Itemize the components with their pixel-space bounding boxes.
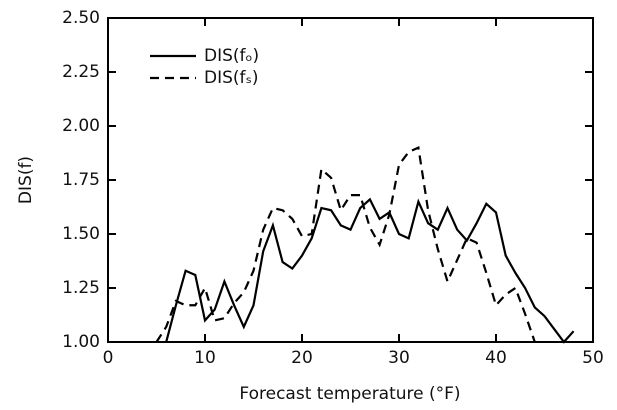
y-tick-label: 2.00	[62, 116, 100, 136]
y-tick-label: 1.00	[62, 332, 100, 352]
x-tick-label: 0	[103, 348, 114, 368]
y-tick-label: 1.75	[62, 170, 100, 190]
x-tick-label: 40	[485, 348, 507, 368]
y-tick-label: 2.50	[62, 8, 100, 28]
x-tick-label: 30	[388, 348, 410, 368]
x-tick-label: 10	[194, 348, 216, 368]
x-tick-label: 50	[582, 348, 604, 368]
data-line	[155, 146, 536, 343]
y-axis-label: DIS(f)	[16, 156, 36, 204]
y-tick-label: 2.25	[62, 62, 100, 82]
data-line	[165, 197, 575, 344]
y-tick-label: 1.50	[62, 224, 100, 244]
legend-label: DIS(fₛ)	[204, 68, 259, 88]
y-tick-label: 1.25	[62, 278, 100, 298]
legend-label: DIS(fₒ)	[204, 46, 259, 66]
x-tick-label: 20	[291, 348, 313, 368]
plot-frame	[107, 17, 594, 343]
x-axis-label: Forecast temperature (°F)	[239, 384, 460, 404]
